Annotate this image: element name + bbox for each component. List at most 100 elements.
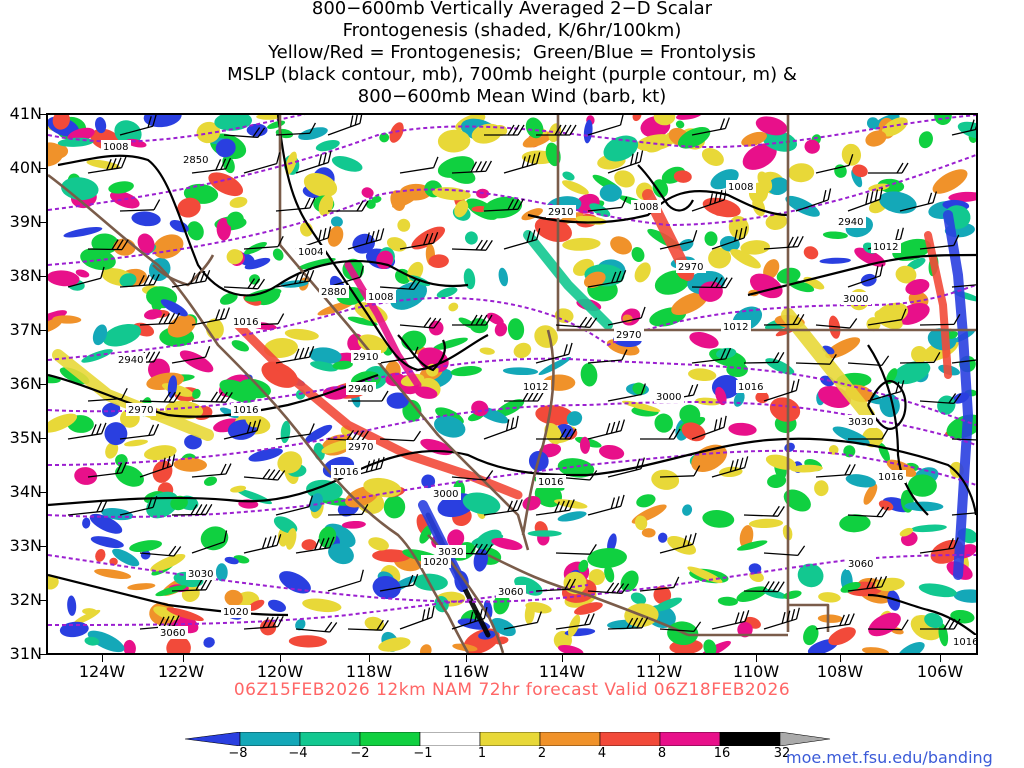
- wind-barb: [815, 613, 855, 630]
- shading-cell: [514, 576, 543, 596]
- wind-barb-shaft: [951, 438, 976, 441]
- colorbar-swatch: [239, 732, 301, 746]
- shading-cell: [736, 586, 768, 603]
- wind-barb-flag: [412, 346, 419, 358]
- shading-cell: [309, 493, 323, 513]
- shading-cell: [372, 575, 401, 600]
- wind-barb-shaft: [275, 356, 310, 364]
- shading-cell: [143, 445, 177, 461]
- wind-barb: [119, 199, 161, 212]
- wind-barb-shaft: [763, 552, 798, 557]
- wind-barb-flag: [111, 158, 117, 170]
- title-line-3: Yellow/Red = Frontogenesis; Green/Blue =…: [268, 42, 756, 63]
- wind-barb-flag: [470, 314, 478, 326]
- wind-barb: [587, 349, 628, 364]
- wind-barb: [484, 124, 525, 136]
- shading-cell: [763, 259, 780, 280]
- wind-barb-flag: [309, 423, 315, 435]
- wind-barb-flag: [626, 617, 634, 629]
- colorbar-swatch: [659, 732, 721, 746]
- shading-cell: [124, 439, 148, 447]
- wind-barb: [119, 496, 158, 516]
- wind-barb-flag: [148, 351, 156, 363]
- wind-barb: [223, 127, 266, 139]
- shading-cell: [524, 602, 535, 625]
- title-line-5: 800−600mb Mean Wind (barb, kt): [357, 86, 667, 107]
- shading-cell: [279, 571, 311, 594]
- height-contour-label-bg: [346, 440, 376, 453]
- wind-barb-flag: [276, 152, 281, 164]
- shading-cell: [702, 510, 735, 528]
- wind-barb-flag: [879, 264, 884, 277]
- wind-barb: [763, 313, 805, 326]
- shading-cell: [702, 197, 741, 218]
- shading-cell: [554, 499, 588, 509]
- wind-barb-flag: [474, 610, 479, 622]
- wind-barb-shaft: [295, 161, 329, 174]
- wind-barb-shaft: [691, 426, 725, 440]
- shading-cell: [737, 540, 768, 551]
- shading-cell: [557, 645, 584, 653]
- wind-barb-flag: [797, 545, 806, 556]
- wind-barb-flag: [933, 351, 941, 363]
- colorbar-swatch: [359, 732, 421, 746]
- wind-barb-flag: [303, 270, 310, 283]
- shading-cell: [868, 612, 901, 637]
- lat-label: 34N: [9, 482, 42, 501]
- wind-barb: [867, 308, 907, 326]
- wind-barb-flag: [641, 617, 649, 629]
- shading-cell: [804, 139, 820, 154]
- mslp-contour-label-bg: [101, 140, 131, 153]
- shading-cell: [580, 363, 598, 387]
- wind-barb: [503, 152, 541, 174]
- wind-barb-flag: [874, 266, 879, 278]
- wind-barb-shaft: [275, 207, 310, 212]
- wind-barb: [223, 419, 262, 440]
- wind-barb-flag: [639, 150, 644, 163]
- shading-cell: [386, 237, 407, 252]
- height-contour-label-bg: [319, 285, 349, 298]
- shading-cell: [834, 164, 847, 178]
- shading-cell: [636, 134, 675, 152]
- wind-barb-shaft: [691, 358, 726, 364]
- wind-barb: [139, 545, 182, 557]
- shading-cell: [545, 142, 561, 167]
- wind-barb-shaft: [119, 209, 155, 212]
- shading-cell: [803, 246, 819, 260]
- shading-cell: [521, 208, 543, 221]
- shading-cell: [74, 467, 98, 485]
- wind-barb-flag: [881, 355, 890, 366]
- wind-barb-flag: [772, 581, 780, 592]
- mslp-contour-label-bg: [951, 635, 976, 648]
- wind-barb-shaft: [451, 476, 486, 481]
- wind-barb-flag: [423, 233, 429, 246]
- height-contour-label-bg: [846, 557, 876, 570]
- wind-barb-flag: [299, 347, 305, 360]
- credit-link[interactable]: moe.met.fsu.edu/banding: [786, 748, 993, 767]
- wind-barb-flag: [96, 423, 102, 435]
- shading-cell: [170, 495, 188, 511]
- wind-barb-flag: [512, 499, 518, 512]
- wind-barb-flag: [943, 618, 951, 630]
- height-contour-label-text: 3000: [656, 392, 681, 403]
- wind-barb-flag: [190, 504, 198, 515]
- wind-barb-flag: [554, 124, 562, 136]
- wind-barb-shaft: [659, 543, 694, 554]
- wind-barb-shaft: [815, 164, 850, 174]
- wind-barb: [536, 428, 577, 440]
- shading-cell: [89, 513, 123, 534]
- wind-barb-flag: [121, 239, 129, 250]
- mslp-contour-label-bg: [331, 465, 361, 478]
- wind-barb-flag: [470, 543, 478, 555]
- shading-cell: [82, 608, 97, 615]
- shading-cell: [230, 485, 247, 493]
- shading-cell: [818, 592, 841, 603]
- colorbar: [185, 732, 831, 746]
- wind-barb-flag: [827, 188, 832, 201]
- shading-cell: [910, 524, 947, 533]
- wind-barb-flag: [204, 269, 211, 282]
- wind-barb-shaft: [815, 473, 850, 478]
- shading-cell: [295, 618, 306, 631]
- shading-cell: [119, 273, 137, 287]
- lat-tick: [40, 384, 48, 385]
